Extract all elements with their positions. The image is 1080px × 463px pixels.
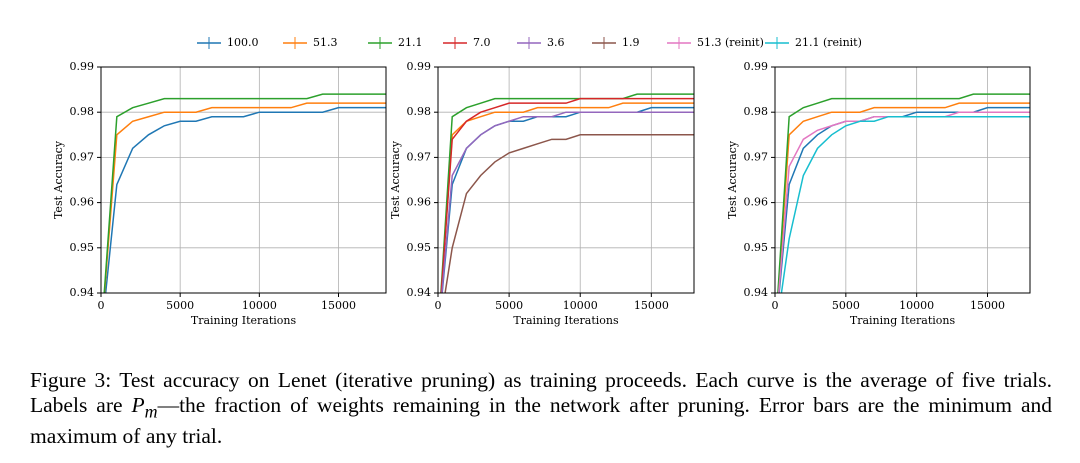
caption-text: Figure 3: Test accuracy on Lenet (iterat…: [30, 368, 1052, 417]
x-tick-label: 10000: [242, 299, 277, 312]
series-line: [444, 134, 694, 293]
y-tick-label: 0.95: [407, 241, 432, 254]
series-line: [103, 93, 386, 293]
caption-symbol: P: [131, 393, 145, 417]
series-line: [777, 102, 1030, 293]
caption-subscript: m: [144, 401, 158, 422]
series-line: [777, 93, 1030, 293]
y-tick-label: 0.98: [407, 105, 432, 118]
x-tick-label: 15000: [634, 299, 669, 312]
y-tick-label: 0.99: [407, 60, 432, 73]
y-axis-label: Test Accuracy: [389, 140, 402, 219]
y-tick-label: 0.99: [70, 60, 95, 73]
x-tick-label: 10000: [563, 299, 598, 312]
figure: 100.0 51.3 21.1 7.0 3.6 1.9 51.3 (reinit) 21.1 …: [52, 36, 1031, 327]
x-tick-label: 10000: [899, 299, 934, 312]
legend-label: 21.1 (reinit): [795, 36, 862, 49]
legend-label: 100.0: [227, 36, 259, 49]
y-tick-label: 0.99: [744, 60, 769, 73]
legend-label: 51.3 (reinit): [697, 36, 764, 49]
y-tick-label: 0.96: [744, 196, 769, 209]
y-tick-label: 0.96: [70, 196, 95, 209]
plot-frame: [774, 66, 1031, 294]
plot-frame: [437, 66, 695, 294]
caption: Figure 3: Test accuracy on Lenet (iterat…: [30, 368, 1052, 449]
x-axis-label: Training Iterations: [513, 314, 619, 327]
legend-label: 3.6: [547, 36, 565, 49]
series-line: [441, 111, 694, 293]
x-tick-label: 0: [772, 299, 779, 312]
series-line: [440, 102, 694, 293]
series-line: [780, 115, 1030, 293]
series-line: [103, 102, 386, 293]
y-tick-label: 0.97: [744, 150, 769, 163]
y-tick-label: 0.97: [407, 150, 432, 163]
x-tick-label: 0: [435, 299, 442, 312]
y-tick-label: 0.94: [744, 286, 769, 299]
series-line: [104, 106, 386, 293]
x-tick-label: 5000: [166, 299, 194, 312]
legend-label: 1.9: [622, 36, 640, 49]
y-tick-label: 0.96: [407, 196, 432, 209]
caption-text: —the fraction of weights remaining in th…: [30, 393, 1052, 449]
y-tick-label: 0.94: [407, 286, 432, 299]
legend-label: 7.0: [473, 36, 491, 49]
legend-label: 51.3: [313, 36, 338, 49]
legend-label: 21.1: [398, 36, 423, 49]
x-tick-label: 15000: [970, 299, 1005, 312]
y-tick-label: 0.97: [70, 150, 95, 163]
y-tick-label: 0.95: [70, 241, 95, 254]
x-tick-label: 15000: [321, 299, 356, 312]
x-axis-label: Training Iterations: [191, 314, 297, 327]
x-axis-label: Training Iterations: [850, 314, 956, 327]
x-tick-label: 5000: [832, 299, 860, 312]
y-tick-label: 0.98: [70, 105, 95, 118]
plot-frame: [100, 66, 387, 294]
x-tick-label: 5000: [495, 299, 523, 312]
x-tick-label: 0: [98, 299, 105, 312]
y-tick-label: 0.98: [744, 105, 769, 118]
series-line: [440, 93, 694, 293]
series-line: [440, 97, 694, 293]
y-axis-label: Test Accuracy: [52, 140, 65, 219]
y-tick-label: 0.94: [70, 286, 95, 299]
y-tick-label: 0.95: [744, 241, 769, 254]
y-axis-label: Test Accuracy: [726, 140, 739, 219]
